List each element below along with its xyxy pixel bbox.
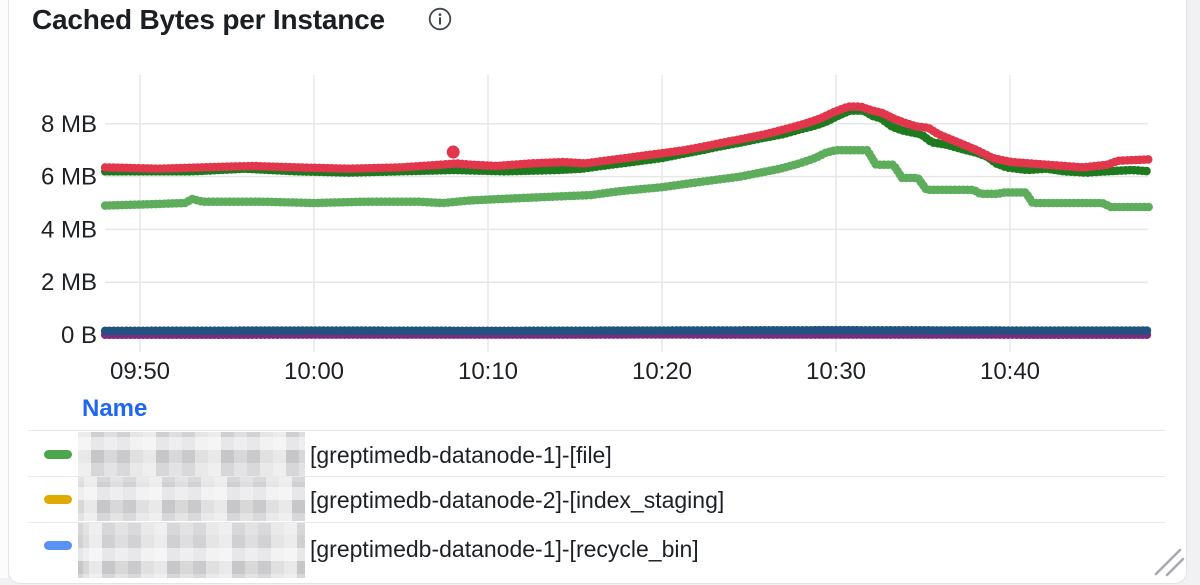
svg-text:10:20: 10:20 (632, 358, 692, 385)
svg-text:10:10: 10:10 (458, 358, 518, 385)
legend-row-index-staging[interactable]: [greptimedb-datanode-2]-[index_staging] (0, 477, 1185, 522)
legend-divider (28, 430, 1165, 431)
series-swatch-green (44, 450, 72, 459)
legend-label: [greptimedb-datanode-1]-[recycle_bin] (310, 536, 699, 562)
legend-label: [greptimedb-datanode-2]-[index_staging] (310, 487, 725, 513)
svg-text:8 MB: 8 MB (41, 111, 97, 138)
legend-divider (28, 476, 1165, 477)
legend-label: [greptimedb-datanode-1]-[file] (310, 442, 612, 468)
legend-name-header[interactable]: Name (82, 395, 148, 422)
svg-text:10:40: 10:40 (980, 358, 1040, 385)
svg-text:6 MB: 6 MB (41, 164, 97, 191)
redacted-instance-name (78, 523, 305, 578)
redacted-instance-name (78, 477, 305, 521)
legend-row-file[interactable]: [greptimedb-datanode-1]-[file] (0, 431, 1185, 476)
series-swatch-gold (44, 495, 72, 504)
svg-text:10:00: 10:00 (284, 358, 344, 385)
legend-row-recycle-bin[interactable]: [greptimedb-datanode-1]-[recycle_bin] (0, 523, 1185, 578)
svg-text:0 B: 0 B (61, 322, 97, 349)
resize-handle-icon[interactable] (1151, 544, 1189, 580)
svg-text:4 MB: 4 MB (41, 216, 97, 243)
canvas-left-gutter (0, 0, 8, 578)
redacted-instance-name (78, 432, 305, 476)
info-icon[interactable] (427, 6, 453, 32)
svg-text:09:50: 09:50 (110, 358, 170, 385)
legend-divider (28, 522, 1165, 523)
series-swatch-blue (44, 541, 72, 550)
svg-text:2 MB: 2 MB (41, 269, 97, 296)
svg-text:10:30: 10:30 (806, 358, 866, 385)
panel-title: Cached Bytes per Instance (32, 4, 385, 35)
